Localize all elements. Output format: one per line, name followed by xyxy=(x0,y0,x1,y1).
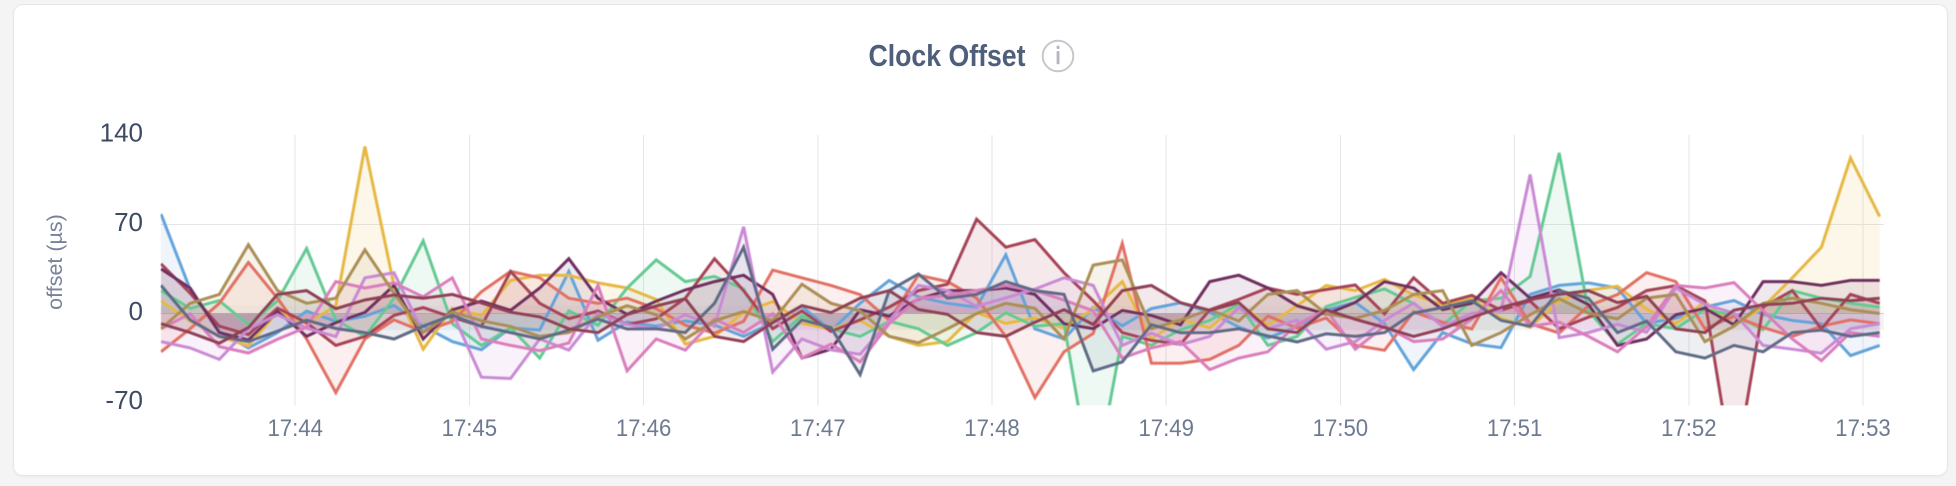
svg-text:17:48: 17:48 xyxy=(964,415,1020,442)
svg-text:17:44: 17:44 xyxy=(267,415,323,442)
svg-text:17:52: 17:52 xyxy=(1661,415,1717,442)
svg-text:140: 140 xyxy=(100,118,143,148)
svg-text:17:46: 17:46 xyxy=(616,415,672,442)
svg-text:0: 0 xyxy=(129,296,143,326)
svg-text:70: 70 xyxy=(114,207,143,237)
svg-text:-70: -70 xyxy=(105,385,143,415)
svg-text:17:49: 17:49 xyxy=(1138,415,1194,442)
svg-text:17:50: 17:50 xyxy=(1313,415,1369,442)
svg-text:17:45: 17:45 xyxy=(442,415,498,442)
svg-text:Clock Offset: Clock Offset xyxy=(869,38,1026,73)
svg-text:17:53: 17:53 xyxy=(1835,415,1891,442)
svg-text:17:47: 17:47 xyxy=(790,415,846,442)
svg-text:17:51: 17:51 xyxy=(1487,415,1543,442)
svg-text:offset (µs): offset (µs) xyxy=(43,214,67,310)
